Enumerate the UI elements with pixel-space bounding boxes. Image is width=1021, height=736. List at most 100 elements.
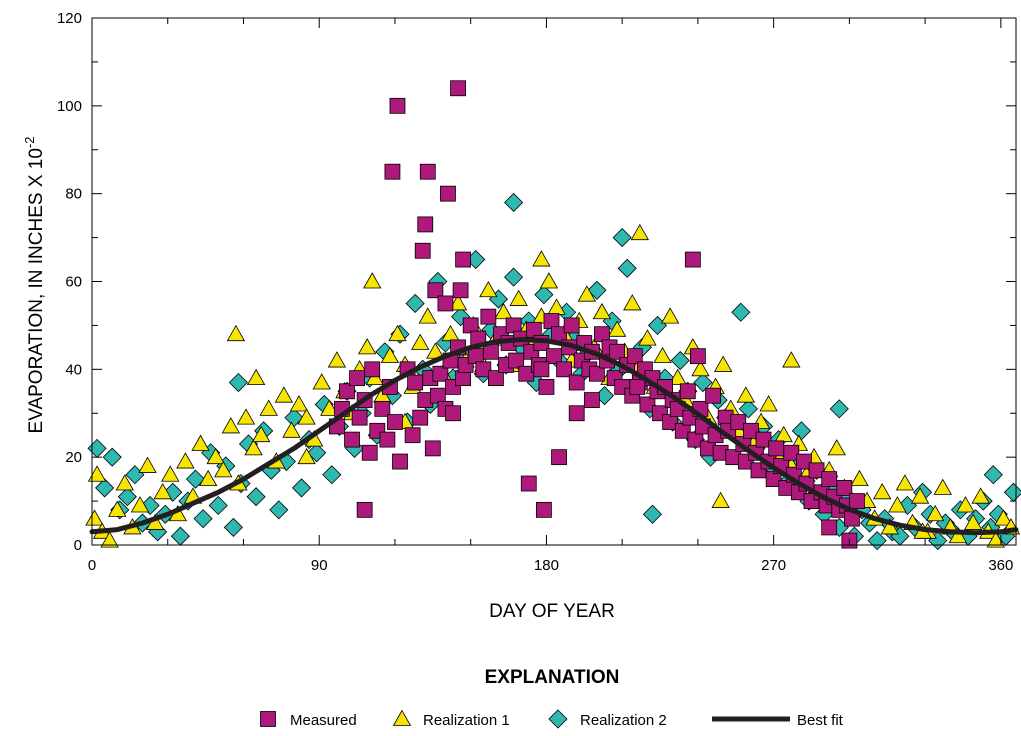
realization1-point [87, 465, 107, 482]
measured-point [684, 251, 701, 268]
realization1-point [221, 417, 241, 434]
realization2-point [693, 372, 713, 393]
realization2-point [731, 302, 751, 322]
y-tick-label: 60 [65, 274, 82, 291]
realization1-point [176, 452, 195, 469]
measured-point [462, 317, 479, 334]
realization1-point [607, 320, 627, 337]
realization1-point [963, 513, 983, 530]
realization1-point [850, 469, 869, 487]
realization1-point [880, 518, 899, 535]
realization1-point [638, 329, 657, 346]
measured-point [525, 321, 542, 338]
measured-point [419, 163, 436, 180]
realization1-point [198, 469, 218, 487]
x-tick-label: 0 [88, 557, 96, 574]
measured-point [849, 493, 865, 509]
measured-point [783, 444, 800, 461]
measured-point [351, 409, 368, 426]
measured-point [821, 471, 838, 488]
realization2-point [117, 487, 137, 507]
legend-label-measured: Measured [290, 712, 357, 729]
realization1-point [895, 474, 915, 491]
x-axis-label: DAY OF YEAR [489, 601, 615, 622]
realization1-point [357, 338, 377, 355]
measured-point [836, 480, 853, 496]
realization1-point [206, 447, 225, 465]
realization1-point [297, 447, 316, 465]
realization1-point [138, 456, 157, 473]
measured-point [679, 383, 696, 400]
realization1-point [191, 434, 210, 451]
measured-point [356, 501, 373, 518]
realization1-point [577, 285, 597, 302]
measured-point [796, 453, 812, 470]
realization2-point [170, 526, 190, 546]
measured-point [417, 216, 434, 233]
realization2-point [829, 399, 849, 419]
realization2-point [791, 421, 811, 441]
measured-point [639, 396, 656, 413]
realization2-point [185, 469, 206, 489]
realization1-point [327, 351, 347, 368]
realization1-point [130, 496, 150, 513]
x-tick-label: 180 [534, 557, 559, 574]
realization2-point [322, 465, 342, 485]
measured-point [589, 365, 605, 382]
measured-point [407, 374, 424, 391]
realization1-point [282, 421, 301, 438]
realization1-point [226, 324, 246, 342]
measured-point [432, 365, 449, 382]
measured-point [546, 348, 562, 365]
realization1-point [411, 333, 430, 350]
y-axis-label: EVAPORATION, IN INCHES X 10-2 [22, 137, 47, 434]
measured-point [594, 326, 610, 343]
measured-point [730, 414, 747, 430]
measured-point [349, 370, 365, 387]
realization1-point [85, 509, 104, 526]
measured-point [414, 242, 431, 259]
measured-point [440, 185, 456, 202]
realization1-point [827, 439, 846, 456]
y-tick-label: 40 [65, 361, 82, 378]
measured-point [536, 501, 552, 518]
measured-point [743, 422, 759, 439]
realization1-point [259, 399, 278, 416]
measured-point [690, 348, 706, 365]
realization1-point [320, 399, 339, 416]
realization1-point [380, 346, 400, 364]
realization2-point [587, 280, 607, 300]
legend-title: EXPLANATION [485, 667, 620, 688]
realization1-point [251, 425, 271, 443]
realization1-point [246, 368, 266, 386]
realization1-point [312, 373, 331, 390]
realization2-point [617, 258, 637, 278]
realization1-point [532, 250, 551, 267]
realization1-point [956, 496, 975, 513]
measured-point [445, 405, 461, 422]
realization2-point [102, 447, 122, 467]
measured-point [556, 361, 572, 378]
realization1-point [153, 482, 172, 500]
realization1-point [713, 355, 733, 372]
measured-point [626, 348, 643, 365]
measured-point [452, 282, 469, 299]
legend-label-realization1: Realization 1 [423, 712, 510, 729]
realization2-point [983, 465, 1003, 485]
measured-point [543, 313, 560, 329]
realization1-point [630, 223, 650, 241]
measured-point [568, 374, 585, 391]
realization2-point [95, 478, 115, 498]
realization1-point [161, 465, 180, 482]
measured-point [538, 378, 555, 395]
realization1-point [214, 461, 233, 478]
realization1-point [910, 487, 930, 504]
realization1-point [668, 368, 687, 386]
measured-point [505, 317, 522, 334]
legend: Measured Realization 1 Realization 2 Best f… [260, 709, 844, 729]
measured-point [768, 440, 785, 457]
realization2-point [1003, 482, 1021, 502]
measured-point [374, 400, 391, 417]
measured-point [508, 352, 525, 369]
measured-point [379, 431, 396, 448]
